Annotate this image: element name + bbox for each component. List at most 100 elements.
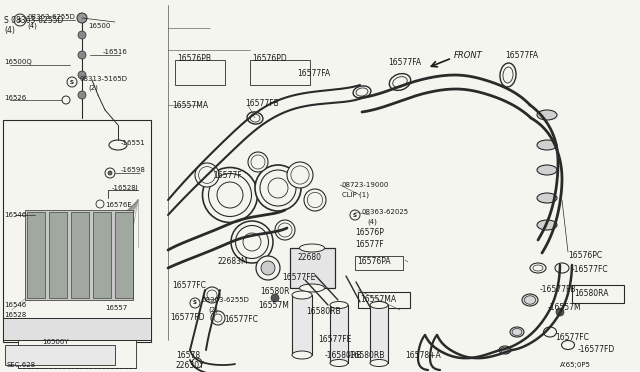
Ellipse shape [291,166,309,184]
Ellipse shape [500,347,509,353]
Ellipse shape [248,152,268,172]
Circle shape [105,168,115,178]
Text: 16576E: 16576E [105,202,132,208]
Ellipse shape [243,233,261,251]
Circle shape [78,71,86,79]
Text: S: S [70,80,74,84]
Text: 16576PA: 16576PA [357,257,390,266]
Circle shape [108,171,112,175]
Text: 16578+A: 16578+A [405,350,441,359]
Text: -16528J: -16528J [112,185,139,191]
Text: (2): (2) [208,307,218,313]
Ellipse shape [204,287,220,303]
Text: 16500: 16500 [88,23,110,29]
Polygon shape [12,200,138,310]
Text: FRONT: FRONT [454,51,483,60]
Ellipse shape [109,140,127,150]
Bar [93,212,111,298]
Ellipse shape [209,173,252,217]
Text: 16577F: 16577F [355,240,383,248]
Text: S: S [193,301,197,305]
Text: 16576PB: 16576PB [177,54,211,62]
Bar [3,318,151,340]
Circle shape [62,96,70,104]
Bar [18,340,136,368]
Bar [27,212,45,298]
Text: 16580RA: 16580RA [574,289,609,298]
Text: 16557M: 16557M [258,301,289,310]
Circle shape [78,31,86,39]
Text: 22630Y: 22630Y [175,362,204,371]
Ellipse shape [370,359,388,366]
Ellipse shape [211,311,225,325]
Text: A'65;0P5: A'65;0P5 [560,362,591,368]
Text: 16577FA: 16577FA [388,58,421,67]
Ellipse shape [522,294,538,306]
Ellipse shape [389,74,411,90]
Circle shape [14,14,26,26]
Bar [290,248,335,288]
Text: 16546: 16546 [4,212,26,218]
Ellipse shape [330,301,348,308]
Text: 22680: 22680 [298,253,322,263]
Bar [250,60,310,85]
Ellipse shape [353,86,371,98]
Circle shape [67,77,77,87]
Ellipse shape [555,263,569,273]
Text: -16577FC: -16577FC [572,266,609,275]
Text: 16577FA: 16577FA [297,68,330,77]
Ellipse shape [214,314,222,322]
Circle shape [350,210,360,220]
Circle shape [190,298,200,308]
Ellipse shape [499,346,511,354]
Text: S: S [353,212,357,218]
Text: 08363-62025: 08363-62025 [362,209,409,215]
Ellipse shape [304,189,326,211]
Circle shape [78,51,86,59]
Circle shape [556,308,564,316]
Circle shape [78,91,86,99]
Ellipse shape [307,192,323,208]
Ellipse shape [510,327,524,337]
Text: -16557M: -16557M [548,304,582,312]
Text: 16577FC: 16577FC [172,280,206,289]
Text: -16598: -16598 [121,167,146,173]
Ellipse shape [537,140,557,150]
Circle shape [77,13,87,23]
Text: S 08363-6255D: S 08363-6255D [4,16,63,25]
Ellipse shape [247,112,263,124]
Text: 16576PD: 16576PD [252,54,287,62]
Ellipse shape [300,284,324,292]
Text: 16580RB: 16580RB [306,308,340,317]
Text: 16577F: 16577F [213,170,242,180]
Ellipse shape [268,178,288,198]
Bar [292,295,312,355]
Text: S: S [18,17,22,22]
Text: (2): (2) [88,85,98,91]
Ellipse shape [255,165,301,211]
Bar [330,305,348,363]
Ellipse shape [330,359,348,366]
Text: -16577FD: -16577FD [578,346,615,355]
Text: SEC.628: SEC.628 [6,362,35,368]
Text: 08363-6255D: 08363-6255D [27,14,75,20]
Ellipse shape [370,301,388,308]
Text: 16578: 16578 [176,352,200,360]
Ellipse shape [287,162,313,188]
Bar [25,210,133,300]
Text: 16546: 16546 [4,302,26,308]
Ellipse shape [537,110,557,120]
Text: 16576PC: 16576PC [568,250,602,260]
Bar [175,60,225,85]
Text: 16528: 16528 [4,312,26,318]
Text: -16516: -16516 [103,49,128,55]
Ellipse shape [278,223,292,237]
Ellipse shape [292,351,312,359]
Circle shape [192,358,202,368]
Ellipse shape [537,220,557,230]
Ellipse shape [524,296,536,304]
Text: -16577FB: -16577FB [540,285,577,295]
Ellipse shape [500,63,516,87]
Ellipse shape [251,155,265,169]
Ellipse shape [275,220,295,240]
